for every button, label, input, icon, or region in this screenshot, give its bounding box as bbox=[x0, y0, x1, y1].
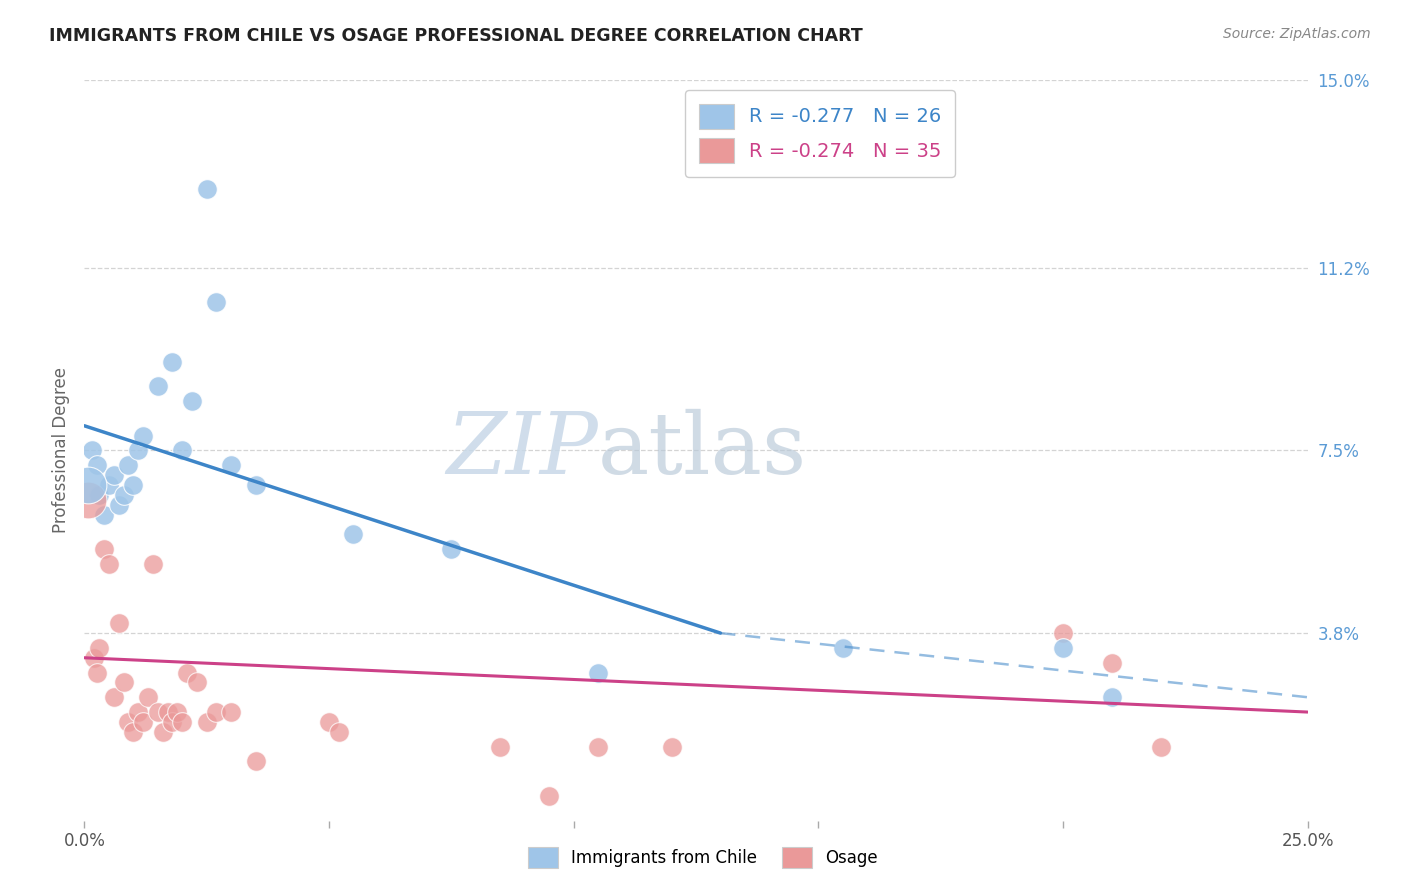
Point bbox=[132, 714, 155, 729]
Point bbox=[87, 640, 110, 655]
Point bbox=[1052, 640, 1074, 655]
Point bbox=[142, 557, 165, 571]
Point bbox=[93, 542, 115, 557]
Y-axis label: Professional Degree: Professional Degree bbox=[52, 368, 70, 533]
Point bbox=[146, 379, 169, 393]
Point bbox=[122, 724, 145, 739]
Text: atlas: atlas bbox=[598, 409, 807, 492]
Point bbox=[1052, 626, 1074, 640]
Point bbox=[103, 468, 125, 483]
Point bbox=[127, 443, 149, 458]
Point bbox=[219, 705, 242, 719]
Point bbox=[1101, 690, 1123, 705]
Legend: Immigrants from Chile, Osage: Immigrants from Chile, Osage bbox=[522, 840, 884, 875]
Point bbox=[87, 488, 110, 502]
Point bbox=[152, 724, 174, 739]
Point bbox=[86, 458, 108, 473]
Point bbox=[245, 478, 267, 492]
Point bbox=[103, 690, 125, 705]
Point bbox=[205, 705, 228, 719]
Point bbox=[112, 675, 135, 690]
Point bbox=[166, 705, 188, 719]
Point bbox=[489, 739, 512, 754]
Point bbox=[172, 443, 194, 458]
Point bbox=[117, 458, 139, 473]
Point bbox=[195, 182, 218, 196]
Point bbox=[127, 705, 149, 719]
Point bbox=[219, 458, 242, 473]
Point bbox=[195, 714, 218, 729]
Point bbox=[205, 295, 228, 310]
Point bbox=[107, 616, 129, 631]
Point bbox=[831, 640, 853, 655]
Point bbox=[586, 739, 609, 754]
Point bbox=[181, 394, 204, 409]
Point bbox=[342, 527, 364, 541]
Point bbox=[136, 690, 159, 705]
Point bbox=[107, 498, 129, 512]
Point bbox=[146, 705, 169, 719]
Text: IMMIGRANTS FROM CHILE VS OSAGE PROFESSIONAL DEGREE CORRELATION CHART: IMMIGRANTS FROM CHILE VS OSAGE PROFESSIO… bbox=[49, 27, 863, 45]
Point bbox=[162, 354, 184, 368]
Point bbox=[97, 478, 120, 492]
Point bbox=[440, 542, 463, 557]
Point bbox=[586, 665, 609, 680]
Point bbox=[97, 557, 120, 571]
Point bbox=[245, 755, 267, 769]
Point bbox=[86, 665, 108, 680]
Text: ZIP: ZIP bbox=[446, 409, 598, 491]
Point bbox=[328, 724, 350, 739]
Point bbox=[186, 675, 208, 690]
Point bbox=[122, 478, 145, 492]
Point bbox=[1101, 656, 1123, 670]
Point bbox=[80, 443, 103, 458]
Point bbox=[112, 488, 135, 502]
Point bbox=[77, 492, 100, 507]
Point bbox=[83, 650, 105, 665]
Legend: R = -0.277   N = 26, R = -0.274   N = 35: R = -0.277 N = 26, R = -0.274 N = 35 bbox=[685, 90, 955, 177]
Text: Source: ZipAtlas.com: Source: ZipAtlas.com bbox=[1223, 27, 1371, 41]
Point bbox=[93, 508, 115, 522]
Point bbox=[77, 478, 100, 492]
Point bbox=[661, 739, 683, 754]
Point bbox=[172, 714, 194, 729]
Point bbox=[318, 714, 340, 729]
Point bbox=[538, 789, 561, 803]
Point bbox=[1150, 739, 1173, 754]
Point bbox=[156, 705, 179, 719]
Point bbox=[162, 714, 184, 729]
Point bbox=[117, 714, 139, 729]
Point bbox=[176, 665, 198, 680]
Point bbox=[132, 428, 155, 442]
